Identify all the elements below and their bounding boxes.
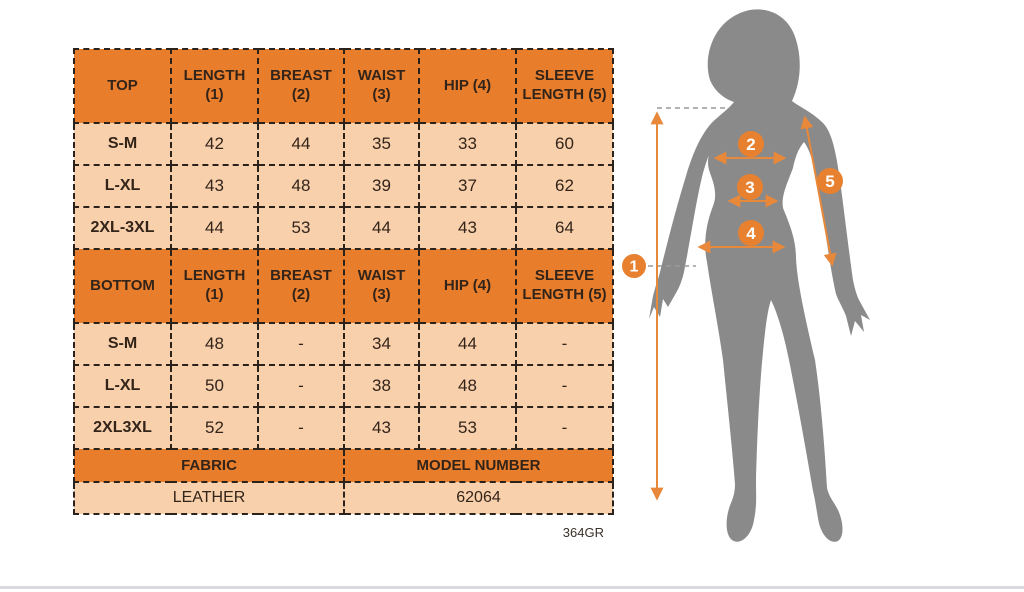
svg-text:2: 2: [746, 135, 755, 154]
header-cell-sleeve: SLEEVE LENGTH (5): [515, 48, 614, 124]
marker-3: 3: [737, 174, 763, 200]
value-cell: 33: [418, 122, 517, 166]
value-cell: 64: [515, 206, 614, 250]
value-cell: -: [257, 322, 345, 366]
value-cell: 34: [343, 322, 420, 366]
page-bottom-divider: [0, 586, 1024, 589]
size-cell: 2XL3XL: [73, 406, 172, 450]
svg-text:4: 4: [746, 224, 756, 243]
value-cell: 48: [257, 164, 345, 208]
marker-2: 2: [738, 131, 764, 157]
value-cell: 52: [170, 406, 259, 450]
value-cell: -: [257, 364, 345, 408]
value-cell: 43: [343, 406, 420, 450]
value-cell: -: [515, 322, 614, 366]
woman-silhouette: [649, 9, 870, 542]
value-cell: -: [515, 406, 614, 450]
model-number-label: MODEL NUMBER: [343, 448, 614, 483]
value-cell: 35: [343, 122, 420, 166]
size-cell: S-M: [73, 322, 172, 366]
size-cell: L-XL: [73, 364, 172, 408]
value-cell: 42: [170, 122, 259, 166]
value-cell: 48: [170, 322, 259, 366]
value-cell: 37: [418, 164, 517, 208]
marker-5: 5: [817, 168, 843, 194]
size-chart-table: TOP LENGTH (1) BREAST (2) WAIST (3) HIP …: [73, 48, 614, 515]
header-cell-hip: HIP (4): [418, 48, 517, 124]
top-row-sm: S-M 42 44 35 33 60: [73, 122, 614, 166]
value-cell: 60: [515, 122, 614, 166]
value-cell: -: [515, 364, 614, 408]
size-cell: L-XL: [73, 164, 172, 208]
marker-4: 4: [738, 220, 764, 246]
size-cell: 2XL-3XL: [73, 206, 172, 250]
value-cell: 44: [257, 122, 345, 166]
header-cell-waist: WAIST (3): [343, 48, 420, 124]
fabric-value: LEATHER: [73, 481, 345, 515]
header-cell-breast: BREAST (2): [257, 48, 345, 124]
header-cell-waist: WAIST (3): [343, 248, 420, 324]
model-number-value: 62064: [343, 481, 614, 515]
value-cell: 44: [170, 206, 259, 250]
bottom-header-row: BOTTOM LENGTH (1) BREAST (2) WAIST (3) H…: [73, 248, 614, 324]
footer-label-row: FABRIC MODEL NUMBER: [73, 448, 614, 483]
weight-note: 364GR: [562, 525, 604, 540]
bottom-row-sm: S-M 48 - 34 44 -: [73, 322, 614, 366]
fabric-label: FABRIC: [73, 448, 345, 483]
header-cell-sleeve: SLEEVE LENGTH (5): [515, 248, 614, 324]
value-cell: 62: [515, 164, 614, 208]
footer-value-row: LEATHER 62064: [73, 481, 614, 515]
top-header-row: TOP LENGTH (1) BREAST (2) WAIST (3) HIP …: [73, 48, 614, 124]
marker-1: 1: [622, 254, 646, 278]
value-cell: 50: [170, 364, 259, 408]
bottom-row-lxl: L-XL 50 - 38 48 -: [73, 364, 614, 408]
header-cell-hip: HIP (4): [418, 248, 517, 324]
header-cell-bottom: BOTTOM: [73, 248, 172, 324]
value-cell: 39: [343, 164, 420, 208]
value-cell: 44: [418, 322, 517, 366]
top-row-2xl3xl: 2XL-3XL 44 53 44 43 64: [73, 206, 614, 250]
header-cell-breast: BREAST (2): [257, 248, 345, 324]
value-cell: 53: [418, 406, 517, 450]
svg-text:1: 1: [630, 259, 639, 276]
bottom-row-2xl3xl: 2XL3XL 52 - 43 53 -: [73, 406, 614, 450]
value-cell: 43: [418, 206, 517, 250]
measurement-figure: 1 2 3 4 5: [620, 0, 910, 560]
value-cell: 44: [343, 206, 420, 250]
svg-text:5: 5: [825, 172, 834, 191]
value-cell: 43: [170, 164, 259, 208]
svg-text:3: 3: [745, 178, 754, 197]
header-cell-length: LENGTH (1): [170, 48, 259, 124]
value-cell: -: [257, 406, 345, 450]
value-cell: 38: [343, 364, 420, 408]
sleeve-arrow: [800, 115, 837, 267]
size-cell: S-M: [73, 122, 172, 166]
value-cell: 53: [257, 206, 345, 250]
top-row-lxl: L-XL 43 48 39 37 62: [73, 164, 614, 208]
value-cell: 48: [418, 364, 517, 408]
header-cell-top: TOP: [73, 48, 172, 124]
header-cell-length: LENGTH (1): [170, 248, 259, 324]
